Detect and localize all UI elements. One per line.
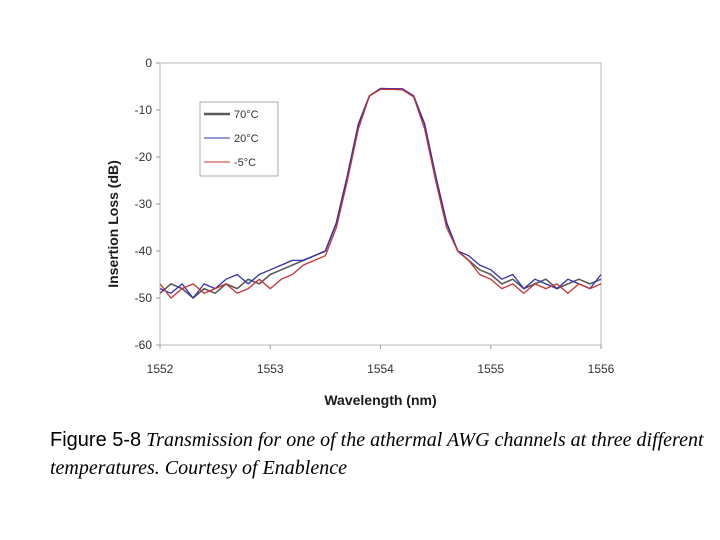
x-tick-label: 1556	[588, 362, 615, 376]
caption-label: Figure 5-8	[50, 429, 142, 451]
y-tick-label: -40	[135, 244, 153, 258]
y-axis-title: Insertion Loss (dB)	[105, 160, 121, 288]
y-tick-label: -50	[135, 291, 153, 305]
caption-text: Transmission for one of the athermal AWG…	[50, 429, 704, 479]
legend-label: -5°C	[234, 157, 256, 169]
x-tick-label: 1553	[257, 362, 284, 376]
y-axis-ticks: 0 -10 -20 -30 -40 -50 -60	[135, 56, 160, 352]
chart: 0 -10 -20 -30 -40 -50 -60 1552 1553 1554 1555 1556…	[105, 56, 615, 408]
y-tick-label: -20	[135, 150, 153, 164]
x-tick-label: 1555	[477, 362, 504, 376]
y-tick-label: -10	[135, 103, 153, 117]
series-lines	[159, 87, 602, 299]
x-axis-title: Wavelength (nm)	[324, 392, 436, 408]
series-line-2	[159, 87, 602, 299]
legend-label: 20°C	[234, 133, 259, 145]
legend-label: 70°C	[234, 109, 259, 121]
figure-caption: Figure 5-8 Transmission for one of the a…	[50, 426, 710, 482]
y-tick-label: 0	[145, 56, 152, 70]
series-line-3	[159, 88, 602, 299]
x-tick-label: 1554	[367, 362, 394, 376]
x-axis-ticks: 1552 1553 1554 1555 1556	[147, 345, 615, 376]
x-tick-label: 1552	[147, 362, 174, 376]
y-tick-label: -30	[135, 197, 153, 211]
legend: 70°C 20°C -5°C	[199, 101, 279, 177]
y-tick-label: -60	[135, 338, 153, 352]
